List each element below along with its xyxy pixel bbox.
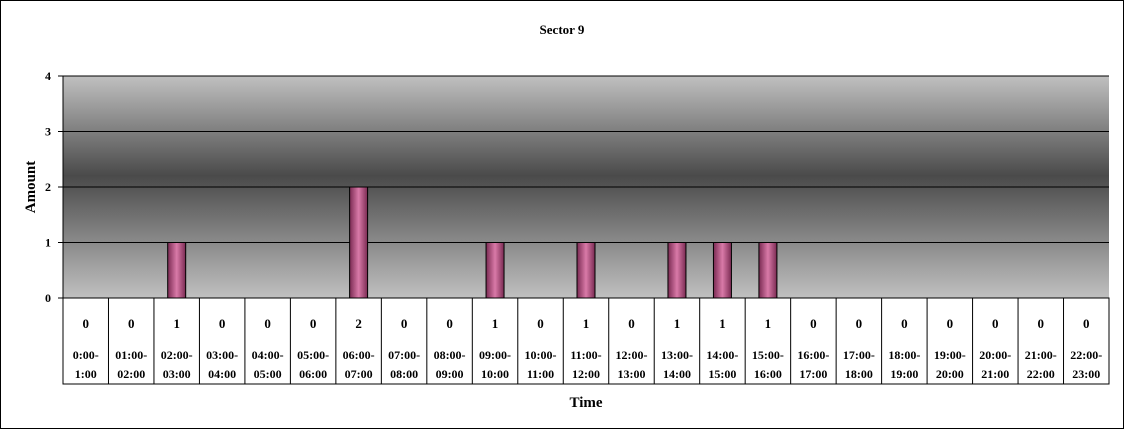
y-tick-label: 3 [45,125,51,139]
data-label: 0 [947,316,954,331]
x-tick-label: 07:00- [388,348,420,362]
bar [576,242,596,299]
x-tick-label: 07:00 [345,367,373,381]
data-label: 0 [401,316,408,331]
y-axis-title: Amount [23,161,39,214]
data-label: 0 [264,316,271,331]
table-frame [62,297,1110,385]
x-tick-label: 19:00 [890,367,918,381]
data-label: 0 [1083,316,1090,331]
x-tick-label: 12:00 [572,367,600,381]
data-label: 2 [355,316,362,331]
y-tick-label: 2 [45,180,51,194]
y-tick-label: 4 [45,69,51,83]
x-tick-label: 20:00 [936,367,964,381]
chart-title: Sector 9 [540,22,585,37]
x-tick-label: 23:00 [1072,367,1100,381]
data-label: 0 [219,316,226,331]
x-tick-label: 05:00 [254,367,282,381]
x-tick-label: 12:00- [615,348,647,362]
x-tick-label: 16:00- [797,348,829,362]
bar [667,242,687,299]
x-tick-label: 15:00 [708,367,736,381]
x-tick-label: 09:00 [436,367,464,381]
bar [349,186,369,299]
x-tick-label: 09:00- [479,348,511,362]
x-tick-label: 16:00 [754,367,782,381]
x-tick-label: 11:00- [570,348,601,362]
x-tick-label: 22:00- [1070,348,1102,362]
x-tick-label: 11:00 [527,367,554,381]
x-tick-label: 02:00 [117,367,145,381]
data-table: 0 0:00- 1:00 0 01:00- 02:00 1 02:00- 03:00 0 03:00… [62,297,1110,385]
bar [712,242,732,299]
x-tick-label: 01:00- [115,348,147,362]
data-label: 1 [765,316,772,331]
data-label: 0 [82,316,89,331]
data-label: 0 [992,316,999,331]
data-label: 0 [128,316,135,331]
x-tick-label: 1:00 [75,367,97,381]
bars [167,186,778,299]
bar [758,242,778,299]
x-tick-label: 14:00 [663,367,691,381]
x-tick-label: 10:00- [525,348,557,362]
x-tick-label: 05:00- [297,348,329,362]
x-tick-label: 13:00 [617,367,645,381]
data-label: 1 [173,316,180,331]
x-tick-label: 04:00- [252,348,284,362]
x-tick-label: 03:00 [163,367,191,381]
x-tick-label: 15:00- [752,348,784,362]
data-label: 0 [446,316,453,331]
x-tick-label: 17:00 [799,367,827,381]
y-axis-ticks: 0 1 2 3 4 [45,69,63,305]
x-tick-label: 19:00- [934,348,966,362]
data-label: 1 [674,316,681,331]
data-label: 1 [583,316,590,331]
x-tick-label: 14:00- [706,348,738,362]
x-tick-label: 03:00- [206,348,238,362]
x-tick-label: 21:00- [1025,348,1057,362]
x-tick-label: 06:00- [343,348,375,362]
data-label: 1 [719,316,726,331]
x-tick-label: 08:00 [390,367,418,381]
x-tick-label: 10:00 [481,367,509,381]
x-axis-title: Time [569,395,602,411]
data-label: 0 [856,316,863,331]
x-tick-label: 17:00- [843,348,875,362]
y-tick-label: 0 [45,291,51,305]
data-label: 0 [310,316,317,331]
data-label: 0 [901,316,908,331]
x-tick-label: 0:00- [73,348,99,362]
x-tick-label: 18:00 [845,367,873,381]
x-tick-label: 18:00- [888,348,920,362]
bar [485,242,505,299]
bar [167,242,187,299]
x-tick-label: 02:00- [161,348,193,362]
x-tick-label: 22:00 [1027,367,1055,381]
data-label: 1 [492,316,499,331]
data-label: 0 [628,316,635,331]
data-label: 0 [1038,316,1045,331]
y-tick-label: 1 [45,236,51,250]
data-label: 0 [810,316,817,331]
x-tick-label: 08:00- [434,348,466,362]
x-tick-label: 04:00 [208,367,236,381]
x-tick-label: 13:00- [661,348,693,362]
x-tick-label: 06:00 [299,367,327,381]
x-tick-label: 21:00 [981,367,1009,381]
x-tick-label: 20:00- [979,348,1011,362]
data-label: 0 [537,316,544,331]
